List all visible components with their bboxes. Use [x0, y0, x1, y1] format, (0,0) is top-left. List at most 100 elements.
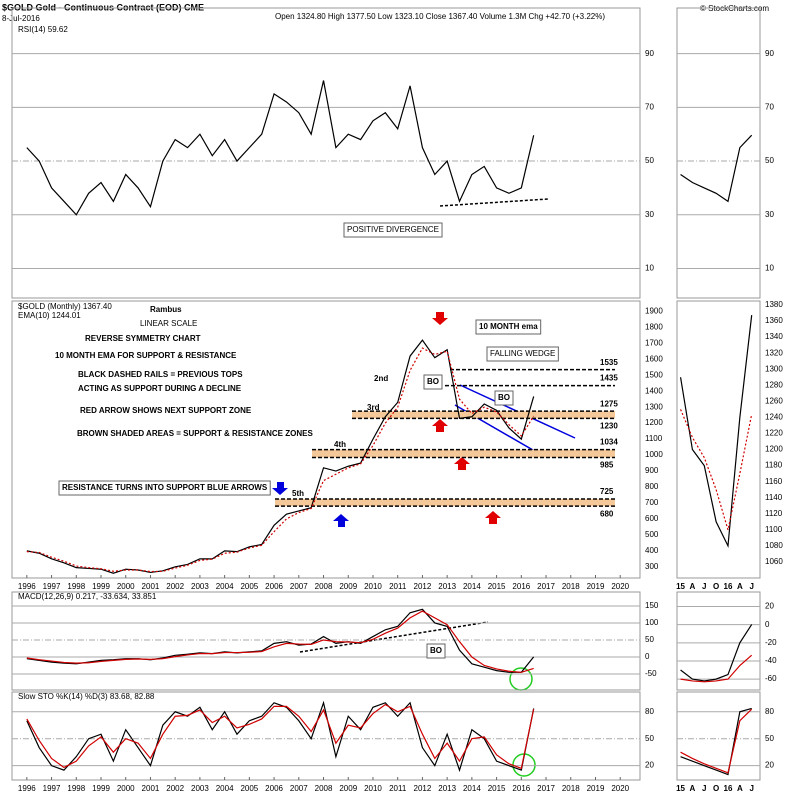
red-arrow	[485, 511, 501, 524]
panel-frame	[11, 591, 641, 691]
annotation: RED ARROW SHOWS NEXT SUPPORT ZONE	[80, 406, 252, 415]
x-tick-label: 2011	[389, 582, 407, 591]
x-tick-label: 2001	[142, 784, 160, 793]
zone	[352, 411, 615, 419]
y-tick-label: 50	[765, 156, 774, 165]
y-tick-label: 1320	[765, 348, 783, 357]
series-line	[680, 134, 753, 203]
series-line	[26, 700, 535, 773]
annotation: REVERSE SYMMETRY CHART	[85, 334, 201, 343]
annotation-box	[343, 222, 443, 238]
x-tick-label: 2004	[216, 582, 234, 591]
x-tick-label: 16	[724, 784, 733, 793]
panel-frame	[676, 300, 761, 579]
panel-frame	[11, 300, 641, 579]
y-tick-label: 1500	[645, 370, 663, 379]
y-tick-label: 1100	[765, 525, 783, 534]
zone	[275, 498, 615, 507]
series-line	[680, 409, 753, 530]
x-tick-label: A	[690, 784, 696, 793]
series-line	[679, 315, 753, 549]
y-tick-label: 1200	[765, 445, 783, 454]
x-tick-label: 2019	[587, 582, 605, 591]
y-tick-label: 1300	[645, 402, 663, 411]
x-tick-label: 1998	[67, 582, 85, 591]
y-tick-label: 1160	[765, 477, 783, 486]
y-tick-label: 1280	[765, 380, 783, 389]
annotation-box	[494, 390, 514, 406]
annotation: 3rd	[367, 403, 380, 412]
y-tick-label: 1180	[765, 461, 783, 470]
x-tick-label: 2012	[414, 784, 432, 793]
y-tick-label: 1600	[645, 354, 663, 363]
x-tick-label: 2008	[315, 784, 333, 793]
y-tick-label: 50	[765, 734, 774, 743]
x-tick-label: 2017	[537, 582, 555, 591]
red-arrow	[432, 312, 448, 325]
y-tick-label: 20	[765, 761, 774, 770]
x-tick-label: 2018	[562, 784, 580, 793]
x-tick-label: 2013	[438, 784, 456, 793]
annotation-box	[423, 374, 443, 390]
level-label: 1435	[600, 374, 618, 383]
panel-label: EMA(10) 1244.01	[18, 311, 81, 320]
y-tick-label: 70	[765, 102, 774, 111]
x-tick-label: O	[713, 784, 719, 793]
series-line	[680, 654, 753, 683]
series-line	[26, 608, 535, 673]
y-tick-label: -40	[765, 656, 777, 665]
source: © StockCharts.com	[700, 4, 769, 13]
y-tick-label: 1080	[765, 541, 783, 550]
y-tick-label: 1340	[765, 332, 783, 341]
panel-frame	[676, 691, 761, 781]
trend-line	[439, 198, 549, 207]
y-tick-label: -50	[645, 669, 657, 678]
symbol: $GOLD Gold - Continuous Contract (EOD) C…	[2, 2, 204, 12]
x-tick-label: O	[713, 582, 719, 591]
x-tick-label: 1997	[43, 784, 61, 793]
x-tick-label: J	[702, 582, 706, 591]
x-tick-label: 16	[724, 582, 733, 591]
x-tick-label: 2013	[438, 582, 456, 591]
annotation: POSITIVE DIVERGENCE	[347, 225, 439, 234]
y-tick-label: 300	[645, 562, 659, 571]
y-tick-label: 1380	[765, 300, 783, 309]
panel-frame	[676, 591, 761, 691]
x-tick-label: 1999	[92, 784, 110, 793]
annotation: FALLING WEDGE	[490, 349, 555, 358]
y-tick-label: 90	[765, 49, 774, 58]
level-label: 680	[600, 509, 614, 518]
y-tick-label: 1240	[765, 413, 783, 422]
x-tick-label: 2015	[488, 582, 506, 591]
y-tick-label: 30	[645, 210, 654, 219]
x-tick-label: J	[702, 784, 706, 793]
annotation: BO	[498, 393, 510, 402]
x-tick-label: 2019	[587, 784, 605, 793]
y-tick-label: 1000	[645, 450, 663, 459]
y-tick-label: 50	[645, 156, 654, 165]
level-label: 1230	[600, 421, 618, 430]
x-tick-label: J	[749, 582, 753, 591]
x-tick-label: 2014	[463, 784, 481, 793]
x-tick-label: 15	[676, 582, 685, 591]
x-tick-label: 2000	[117, 784, 135, 793]
red-arrow	[454, 457, 470, 470]
y-tick-label: 400	[645, 546, 659, 555]
x-tick-label: 2006	[265, 582, 283, 591]
y-tick-label: 700	[645, 498, 659, 507]
y-tick-label: 1260	[765, 396, 783, 405]
x-tick-label: 2005	[240, 582, 258, 591]
x-tick-label: J	[749, 784, 753, 793]
annotation-box	[426, 643, 446, 659]
y-tick-label: 1900	[645, 306, 663, 315]
annotation-box	[486, 346, 559, 362]
panel-label: RSI(14) 59.62	[18, 25, 68, 34]
x-tick-label: 2005	[240, 784, 258, 793]
x-tick-label: 2011	[389, 784, 407, 793]
x-tick-label: 2014	[463, 582, 481, 591]
annotation: 5th	[292, 489, 304, 498]
annotation-box	[58, 480, 271, 496]
x-tick-label: 2020	[611, 784, 629, 793]
y-tick-label: -20	[765, 638, 777, 647]
series-line	[26, 703, 535, 770]
